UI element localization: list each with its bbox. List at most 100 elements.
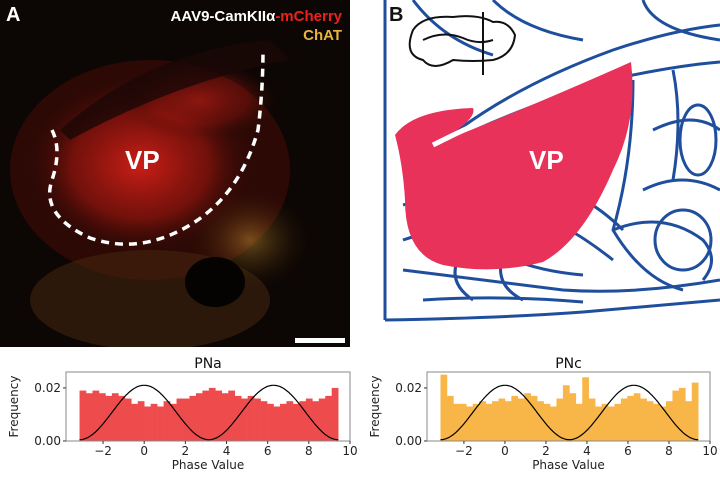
histogram-bar: [79, 390, 87, 441]
histogram-bar: [550, 406, 557, 441]
cosine-fit-line: [79, 384, 339, 441]
x-tick-label: 2: [542, 444, 550, 458]
histogram-bar: [118, 395, 126, 441]
histogram-bar: [221, 393, 229, 441]
axes-frame: [426, 371, 711, 442]
histogram-bar: [485, 403, 493, 441]
histogram-bar: [472, 403, 480, 441]
histogram-bar: [247, 395, 255, 441]
histogram-bar: [530, 395, 538, 441]
y-tick-label: 0.02: [395, 381, 422, 395]
histogram-bar: [254, 398, 261, 441]
histogram-bar: [504, 401, 512, 441]
histogram-bar: [479, 401, 486, 441]
panel-a-microscopy: A AAV9-CamKIIα-mCherry ChAT VP: [0, 0, 350, 347]
panel-a-letter: A: [6, 4, 21, 26]
legend-mcherry: -mCherry: [275, 8, 342, 25]
histogram-bar: [208, 387, 216, 441]
histogram-bar: [614, 403, 622, 441]
histogram-bar: [691, 382, 699, 441]
fluorescence-image: [10, 40, 345, 347]
x-axis-label: Phase Value: [532, 458, 605, 472]
legend-virus: AAV9-CamKIIα: [170, 8, 276, 25]
histogram-bar: [111, 393, 119, 441]
scale-bar: [295, 338, 345, 343]
histogram-bar: [286, 401, 294, 441]
x-tick-label: 10: [702, 444, 717, 458]
histogram-bar: [273, 406, 281, 441]
histogram-bar: [131, 403, 139, 441]
x-tick-label: 10: [342, 444, 357, 458]
axes-frame: [65, 371, 351, 442]
histogram-bar: [595, 406, 602, 441]
sagittal-brain-icon: [408, 12, 517, 75]
x-tick-label: 6: [264, 444, 272, 458]
histogram-bar: [685, 401, 693, 441]
histogram-pnc: −2 0 2 4 6 8 10 0.00 0.02 PNc Phase Value Frequency: [360, 355, 720, 480]
histogram-bar: [176, 398, 184, 441]
histogram-bar: [98, 393, 106, 441]
histogram-bar: [601, 403, 609, 441]
x-tick-label: 0: [501, 444, 509, 458]
histogram-bar: [446, 395, 454, 441]
x-tick-label: 6: [624, 444, 632, 458]
panel-b-atlas: B VP: [383, 0, 720, 322]
histogram-bar: [124, 398, 132, 441]
histogram-bar: [498, 398, 506, 441]
histogram-bar: [228, 390, 236, 441]
histogram-bar: [646, 401, 654, 441]
vp-label-b: VP: [529, 145, 564, 175]
legend-chat: ChAT: [303, 27, 342, 44]
histogram-bar: [86, 393, 93, 441]
histogram-bar: [459, 403, 467, 441]
histogram-bar: [672, 390, 680, 441]
histogram-bar: [182, 398, 190, 441]
x-tick-label: −2: [455, 444, 473, 458]
histogram-bar: [517, 398, 525, 441]
vp-label-a: VP: [125, 145, 160, 175]
x-tick-label: 4: [583, 444, 591, 458]
histogram-bar: [189, 395, 197, 441]
x-tick-label: 8: [665, 444, 673, 458]
histogram-bar: [241, 398, 248, 441]
histogram-bar: [678, 387, 686, 441]
histogram-bar: [453, 403, 461, 441]
histogram-bar: [620, 398, 628, 441]
x-tick-label: 0: [140, 444, 148, 458]
histogram-bar: [653, 403, 660, 441]
histogram-bar: [144, 406, 151, 441]
histogram-bar: [170, 403, 177, 441]
histogram-bar: [562, 385, 570, 441]
histogram-bar: [569, 393, 577, 441]
histogram-bar: [627, 395, 635, 441]
x-tick-label: 4: [223, 444, 231, 458]
histogram-bar: [524, 393, 531, 441]
histogram-bar: [163, 401, 171, 441]
x-tick-label: 8: [305, 444, 313, 458]
y-axis-label: Frequency: [7, 376, 21, 438]
histogram-bar: [608, 406, 615, 441]
histogram-bar: [556, 398, 564, 441]
histogram-bar: [299, 401, 307, 441]
histogram-bar: [537, 401, 544, 441]
histogram-bar: [312, 401, 320, 441]
histogram-bar: [292, 403, 300, 441]
y-tick-label: 0.00: [395, 434, 422, 448]
histogram-bar: [279, 403, 287, 441]
histogram-bar: [588, 398, 596, 441]
histogram-bar: [640, 398, 647, 441]
dark-ventricle: [185, 257, 245, 307]
chart-title: PNa: [194, 356, 222, 372]
y-tick-label: 0.02: [34, 381, 61, 395]
y-axis-label: Frequency: [368, 376, 382, 438]
histogram-bar: [633, 393, 641, 441]
vp-boundary-dashed: [47, 49, 265, 246]
histogram-bar: [659, 406, 667, 441]
histogram-bar: [318, 398, 326, 441]
histogram-bar: [582, 377, 589, 441]
histogram-bar: [325, 395, 332, 441]
histogram-bar: [137, 401, 145, 441]
histogram-bar: [260, 401, 268, 441]
histogram-pna: −2 0 2 4 6 8 10 0.00 0.02 PNa Phase Value Frequency: [0, 355, 360, 480]
y-tick-label: 0.00: [34, 434, 61, 448]
